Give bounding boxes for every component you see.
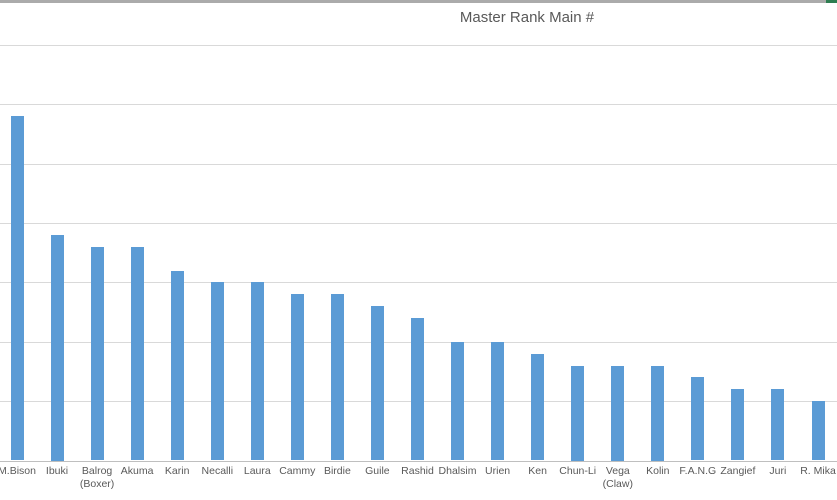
x-axis-label: Vega (Claw): [602, 465, 633, 490]
x-axis-label: Guile: [365, 465, 390, 477]
window-top-edge: [0, 0, 837, 3]
gridline: [0, 45, 837, 46]
bar[interactable]: [731, 389, 745, 461]
chart-title[interactable]: Master Rank Main #: [459, 9, 595, 26]
x-axis-label: Chun-Li: [559, 465, 597, 477]
x-axis-label: Balrog (Boxer): [79, 465, 115, 490]
bar[interactable]: [811, 401, 825, 461]
gridline: [0, 282, 837, 284]
bar[interactable]: [571, 365, 585, 461]
gridline: [0, 223, 837, 225]
x-axis-label: Ibuki: [45, 465, 69, 477]
bar[interactable]: [10, 116, 24, 461]
x-axis-label: Cammy: [279, 465, 316, 477]
x-axis-label: Birdie: [323, 465, 351, 477]
x-axis-label: Necalli: [201, 465, 234, 477]
bar[interactable]: [531, 353, 545, 461]
x-axis-label: Laura: [243, 465, 271, 477]
gridline: [0, 163, 837, 165]
bar[interactable]: [771, 389, 785, 461]
x-axis-line: [0, 460, 837, 462]
x-axis-label: Kolin: [646, 465, 670, 477]
gridline: [0, 104, 837, 106]
bar[interactable]: [691, 377, 705, 461]
bar[interactable]: [451, 341, 464, 461]
bar[interactable]: [170, 270, 184, 461]
x-axis-label: M.Bison: [0, 465, 36, 477]
bar[interactable]: [370, 306, 384, 461]
bar[interactable]: [130, 246, 144, 461]
bar[interactable]: [491, 341, 505, 461]
x-axis-label: Zangief: [720, 465, 756, 477]
bar[interactable]: [290, 294, 304, 461]
x-axis-label: Urien: [485, 465, 511, 477]
window-top-edge-accent: [826, 0, 837, 3]
x-axis-label: R. Mika: [800, 465, 836, 477]
x-axis-label: Juri: [769, 465, 787, 477]
bar[interactable]: [210, 282, 224, 461]
x-axis-label: Akuma: [120, 465, 154, 477]
x-axis-label: Karin: [164, 465, 190, 477]
bar[interactable]: [330, 294, 344, 461]
bar[interactable]: [50, 235, 64, 461]
x-axis-label: Ken: [528, 465, 547, 477]
bar[interactable]: [250, 282, 264, 461]
x-axis-label: Rashid: [401, 465, 434, 477]
bar[interactable]: [651, 365, 665, 461]
bar[interactable]: [611, 365, 625, 461]
bar[interactable]: [90, 246, 104, 461]
bar[interactable]: [411, 318, 424, 461]
x-axis-label: Dhalsim: [438, 465, 477, 477]
x-axis-label: F.A.N.G: [679, 465, 717, 477]
